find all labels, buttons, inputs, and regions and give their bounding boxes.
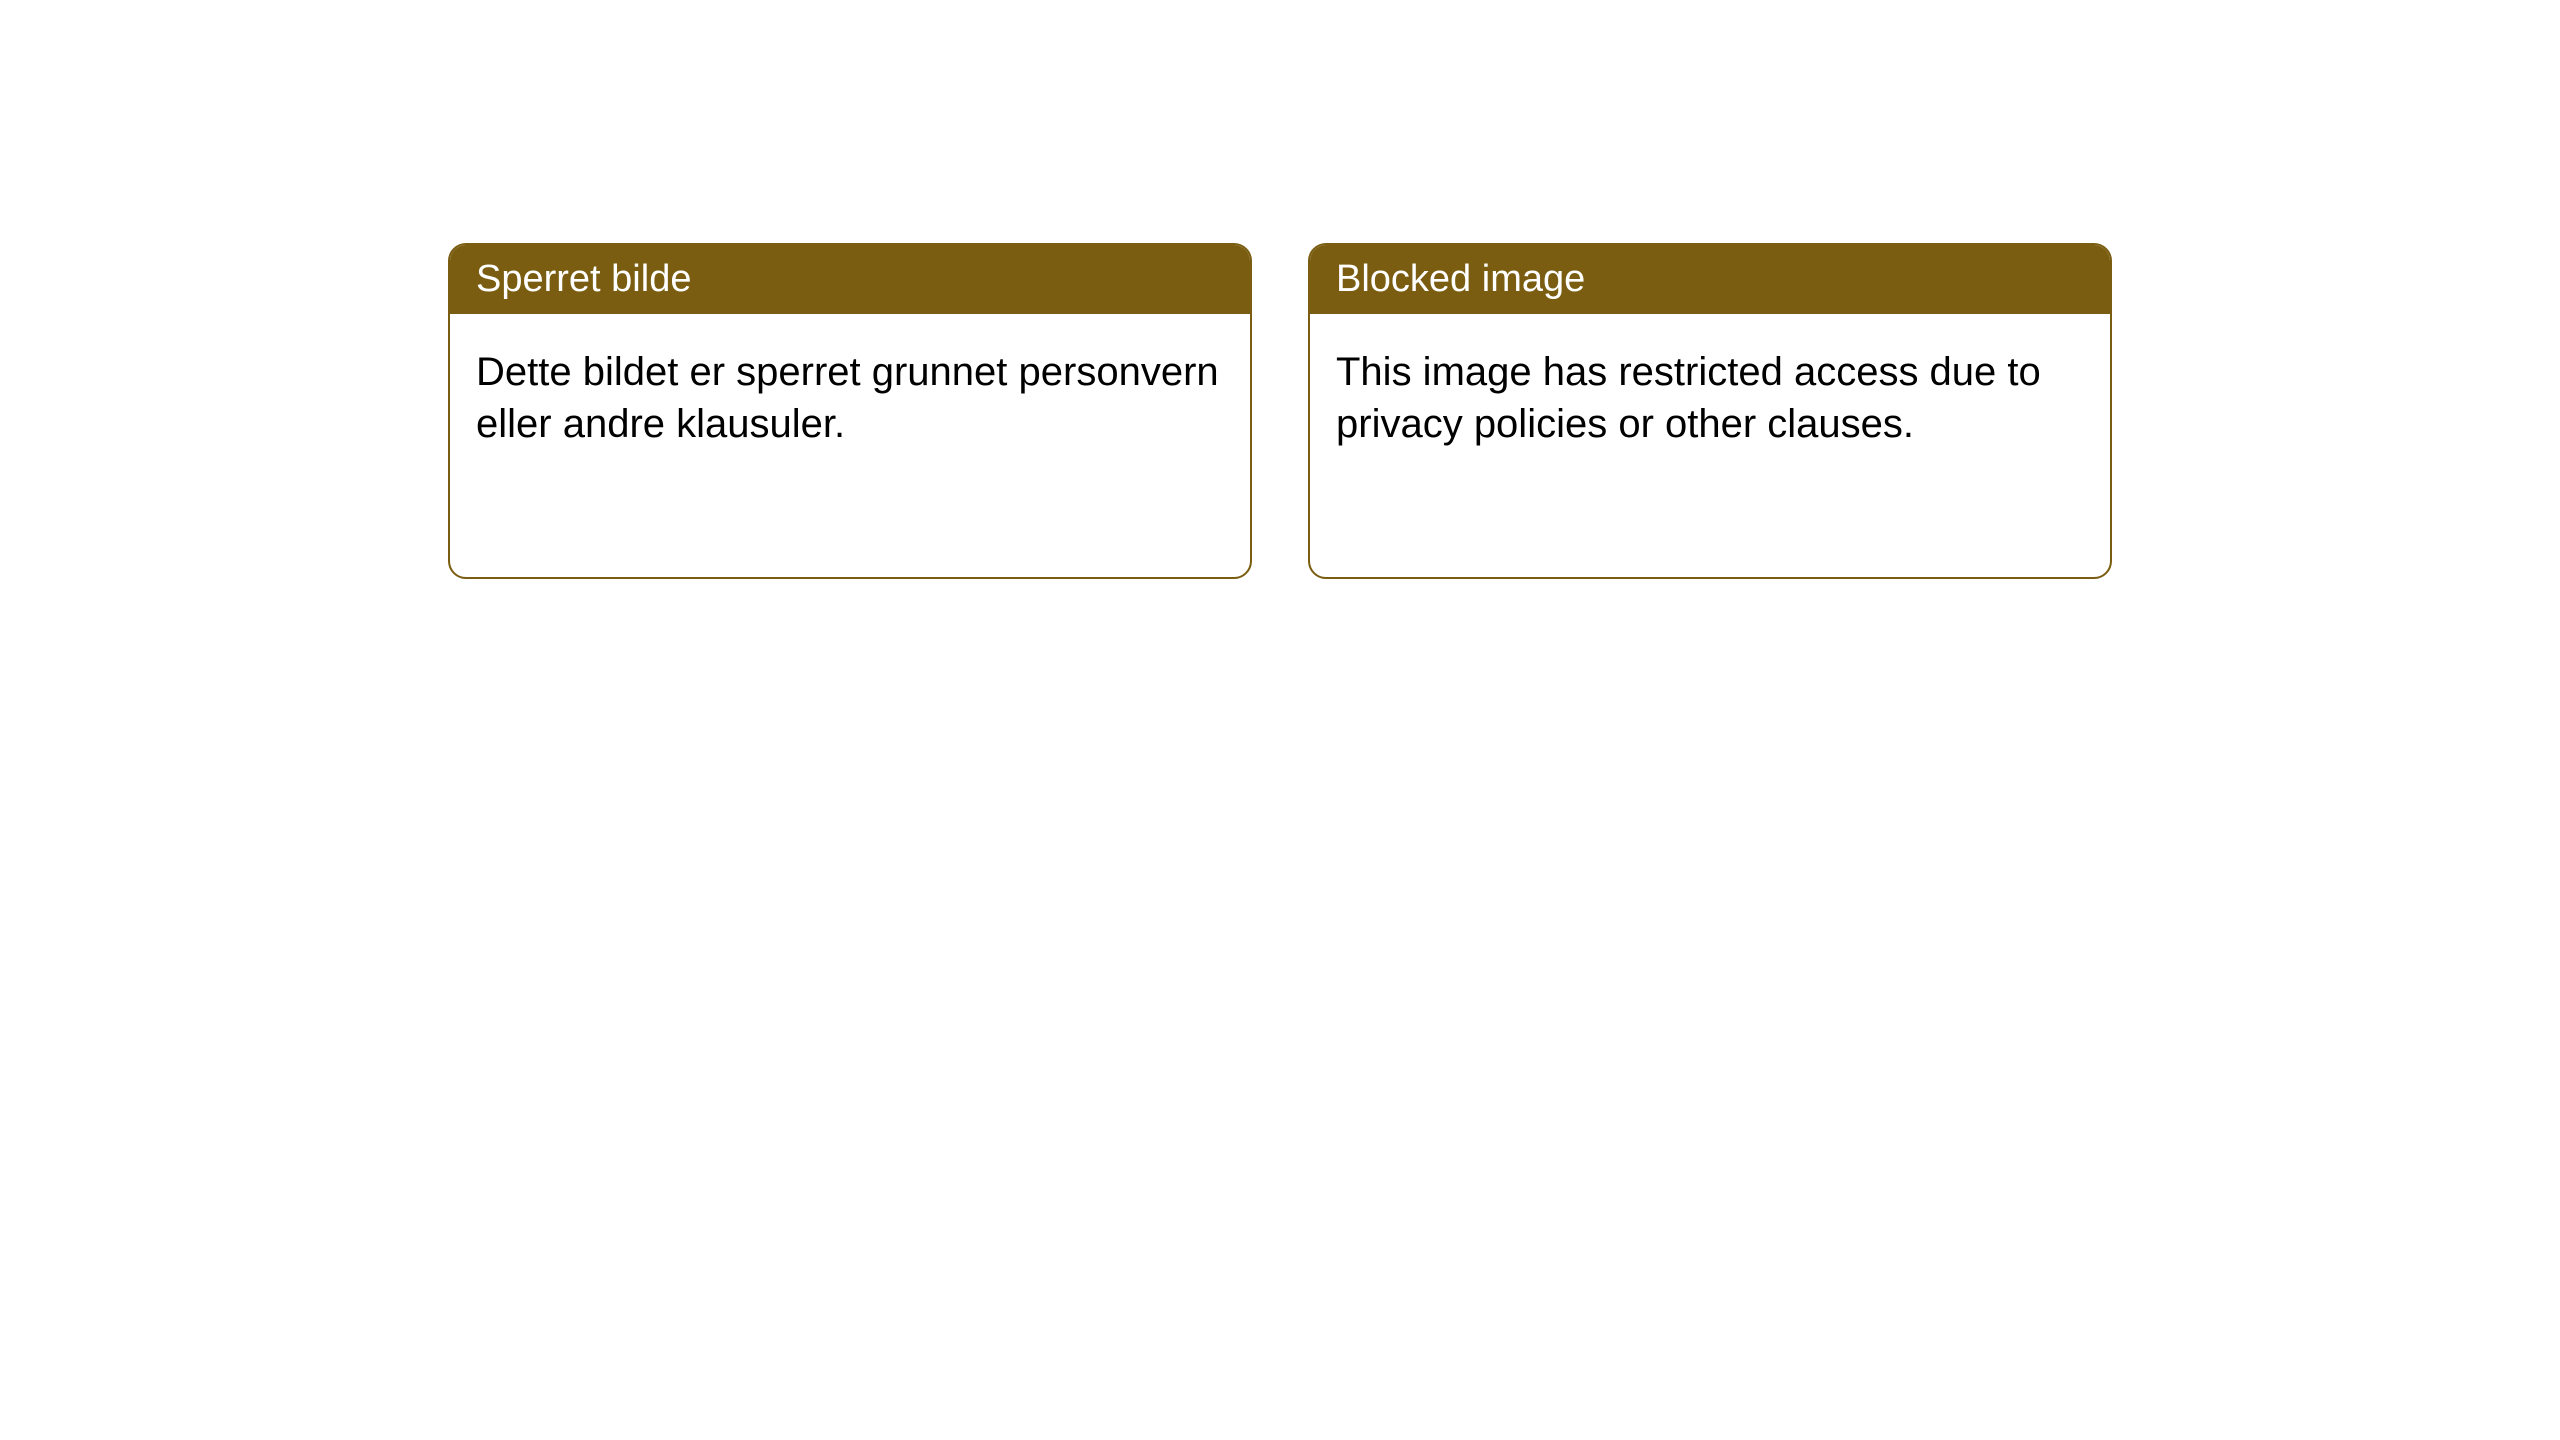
card-body: This image has restricted access due to … bbox=[1310, 314, 2110, 482]
blocked-image-card-en: Blocked image This image has restricted … bbox=[1308, 243, 2112, 579]
card-header: Blocked image bbox=[1310, 245, 2110, 314]
card-body: Dette bildet er sperret grunnet personve… bbox=[450, 314, 1250, 482]
card-header: Sperret bilde bbox=[450, 245, 1250, 314]
card-body-text: Dette bildet er sperret grunnet personve… bbox=[476, 350, 1219, 446]
card-title: Blocked image bbox=[1336, 258, 1585, 300]
card-body-text: This image has restricted access due to … bbox=[1336, 350, 2041, 446]
blocked-image-card-no: Sperret bilde Dette bildet er sperret gr… bbox=[448, 243, 1252, 579]
notice-container: Sperret bilde Dette bildet er sperret gr… bbox=[448, 243, 2112, 579]
card-title: Sperret bilde bbox=[476, 258, 691, 300]
